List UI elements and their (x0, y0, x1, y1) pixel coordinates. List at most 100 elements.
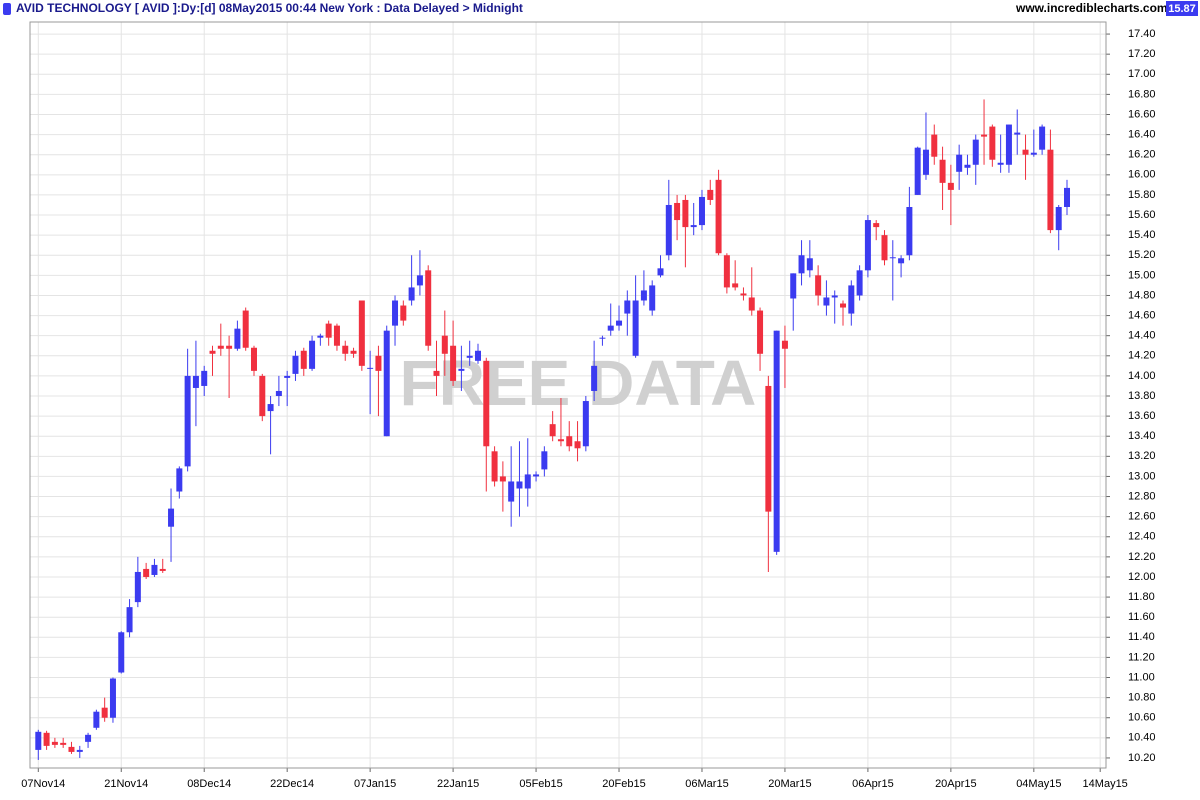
x-tick-label: 08Dec14 (187, 778, 231, 790)
candle-body (217, 345, 224, 349)
x-tick-label: 14May15 (1083, 778, 1128, 790)
candle-body (168, 508, 175, 527)
candle-body (350, 350, 357, 354)
candles (35, 99, 1071, 760)
y-tick-label: 10.40 (1128, 732, 1156, 744)
candle-body (491, 451, 498, 482)
candle-body (723, 255, 730, 288)
candle-body (640, 290, 647, 301)
candle-body (143, 568, 150, 577)
candle-body (698, 196, 705, 226)
candle-body (997, 162, 1004, 165)
candle-body (848, 285, 855, 314)
candle-body (931, 134, 938, 157)
y-tick-label: 10.80 (1128, 692, 1156, 704)
candle-body (109, 678, 116, 718)
candle-body (300, 350, 307, 369)
candle-body (757, 310, 764, 354)
candle-body (773, 330, 780, 552)
y-tick-label: 16.20 (1128, 149, 1156, 161)
candle-body (1022, 149, 1029, 155)
candle-body (557, 439, 564, 442)
candle-body (441, 335, 448, 354)
candle-body (267, 404, 274, 412)
candle-body (831, 295, 838, 298)
candle-body (1005, 124, 1012, 165)
y-tick-label: 10.20 (1128, 752, 1156, 764)
candle-body (474, 350, 481, 361)
last-price: 15.87 (1168, 3, 1196, 15)
candle-body (524, 474, 531, 489)
y-tick-label: 13.00 (1128, 470, 1156, 482)
candle-body (740, 293, 747, 296)
candle-body (690, 225, 697, 228)
x-tick-label: 05Feb15 (519, 778, 562, 790)
candle-body (823, 297, 830, 306)
candle-body (60, 742, 67, 745)
candle-body (466, 355, 473, 358)
chart-title: AVID TECHNOLOGY [ AVID ]:Dy:[d] 08May201… (16, 1, 523, 15)
y-tick-label: 13.80 (1128, 390, 1156, 402)
candle-body (367, 367, 374, 369)
candle-body (250, 347, 257, 371)
candle-body (358, 300, 365, 366)
candle-body (93, 711, 100, 728)
candle-body (906, 206, 913, 256)
source: www.incrediblecharts.com (1015, 1, 1168, 15)
watermark: FREE DATA (400, 347, 757, 419)
candle-body (425, 270, 432, 346)
y-tick-label: 16.60 (1128, 108, 1156, 120)
x-tick-label: 07Jan15 (354, 778, 396, 790)
candle-body (549, 424, 556, 437)
candle-body (226, 345, 233, 349)
candle-body (499, 476, 506, 482)
y-tick-label: 11.00 (1128, 671, 1155, 683)
candle-body (956, 154, 963, 172)
candle-body (392, 300, 399, 326)
y-tick-label: 14.20 (1128, 350, 1156, 362)
candle-body (242, 310, 249, 348)
y-tick-label: 14.00 (1128, 370, 1156, 382)
candle-body (458, 368, 465, 371)
candle-body (840, 303, 847, 308)
candle-body (732, 283, 739, 288)
candle-body (450, 345, 457, 381)
x-tick-label: 20Apr15 (935, 778, 977, 790)
y-tick-label: 12.80 (1128, 490, 1156, 502)
candle-body (400, 305, 407, 321)
candle-body (68, 746, 75, 752)
x-tick-label: 21Nov14 (104, 778, 148, 790)
candle-body (715, 179, 722, 254)
candle-body (798, 255, 805, 274)
candle-body (964, 164, 971, 168)
candle-body (309, 340, 316, 369)
candle-body (516, 481, 523, 489)
x-tick-label: 22Jan15 (437, 778, 479, 790)
candle-body (184, 375, 191, 467)
candle-body (972, 139, 979, 165)
grid: 10.20 10.40 10.60 10.80 11.00 11.20 11.40 11.60… (21, 22, 1156, 790)
y-tick-label: 11.40 (1128, 631, 1155, 643)
x-tick-label: 06Apr15 (852, 778, 894, 790)
y-tick-label: 17.20 (1128, 48, 1156, 60)
candle-body (201, 370, 208, 386)
y-tick-label: 15.00 (1128, 269, 1156, 281)
candle-body (416, 275, 423, 286)
candle-body (317, 335, 324, 338)
x-tick-label: 20Mar15 (768, 778, 811, 790)
candle-body (607, 325, 614, 331)
candle-body (947, 182, 954, 190)
x-tick-label: 04May15 (1016, 778, 1061, 790)
candle-body (781, 340, 788, 349)
candle-body (856, 270, 863, 296)
candle-body (624, 300, 631, 314)
y-tick-label: 11.60 (1128, 611, 1155, 623)
candle-body (1014, 132, 1021, 135)
candle-body (674, 202, 681, 221)
candle-body (574, 441, 581, 449)
candle-body (790, 273, 797, 299)
candle-body (284, 375, 291, 378)
candle-body (508, 481, 515, 502)
x-tick-label: 06Mar15 (685, 778, 728, 790)
